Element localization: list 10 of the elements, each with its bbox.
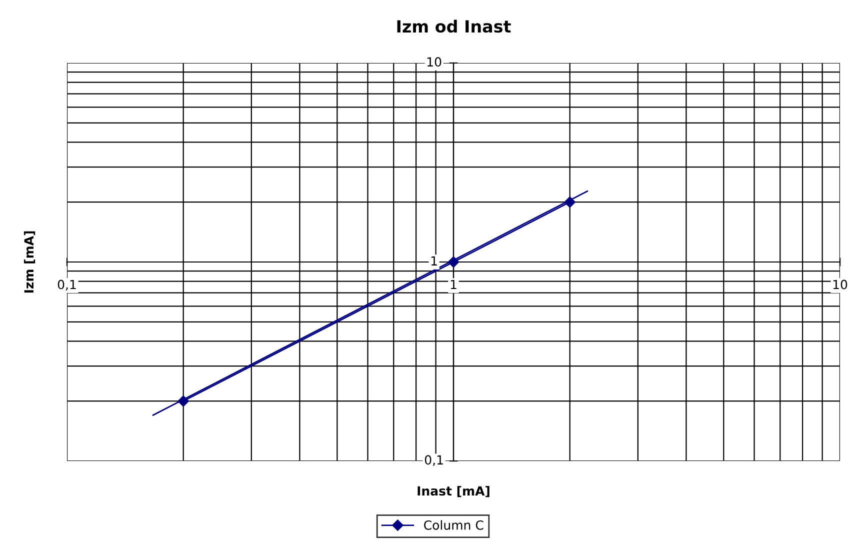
x-tick-label: 0,1 bbox=[58, 280, 76, 291]
y-tick-label: 0,1 bbox=[424, 455, 443, 466]
x-tick-label: 10 bbox=[833, 280, 848, 290]
x-tick-label: 1 bbox=[450, 280, 456, 290]
legend-label: Column C bbox=[424, 520, 484, 530]
y-tick-label: 10 bbox=[427, 57, 442, 67]
y-axis-title: Izm [mA] bbox=[24, 231, 36, 293]
x-axis-title: Inast [mA] bbox=[418, 486, 490, 498]
y-tick-label: 1 bbox=[431, 256, 437, 266]
chart-title: Izm od Inast bbox=[397, 20, 511, 33]
